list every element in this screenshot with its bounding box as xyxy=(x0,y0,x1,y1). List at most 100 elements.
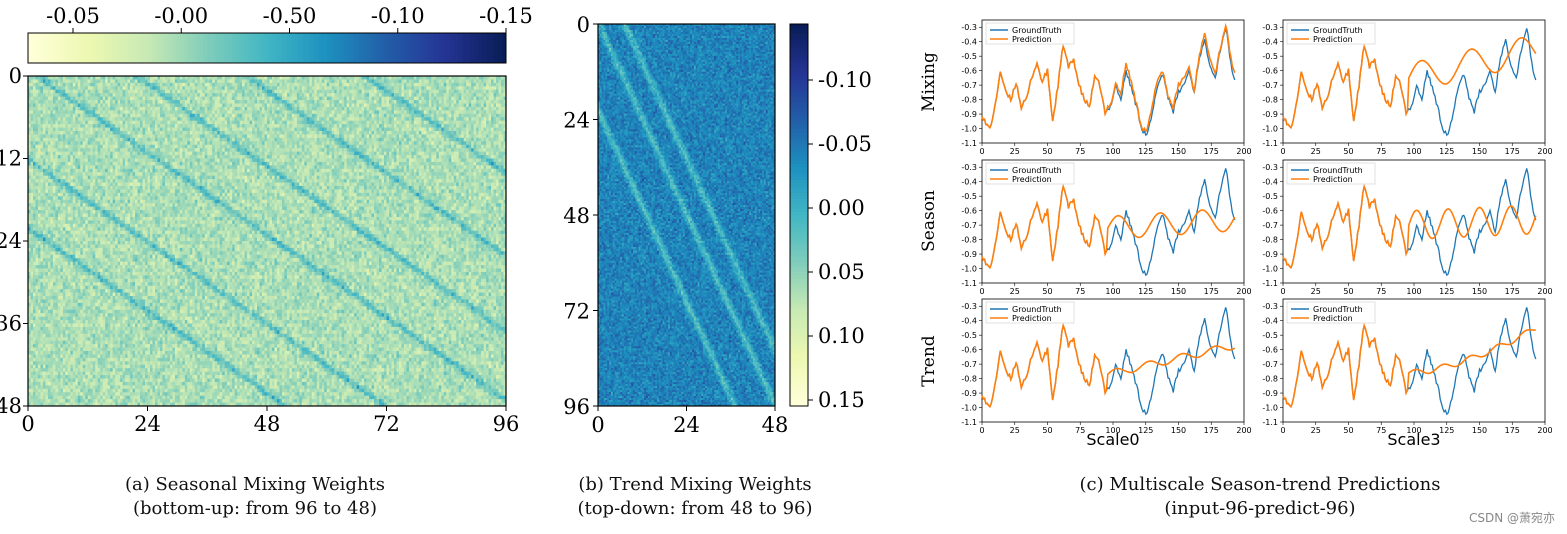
seasonal-cell xyxy=(377,83,380,87)
seasonal-cell xyxy=(220,79,223,83)
seasonal-cell xyxy=(73,86,76,90)
seasonal-cell xyxy=(60,90,63,94)
seasonal-cell xyxy=(314,79,317,83)
seasonal-cell xyxy=(58,90,61,94)
seasonal-cell xyxy=(118,86,121,90)
seasonal-cell xyxy=(299,79,302,83)
seasonal-cell xyxy=(344,83,347,87)
seasonal-cell xyxy=(357,86,360,90)
seasonal-cell xyxy=(347,90,350,94)
seasonal-cell xyxy=(307,86,310,90)
seasonal-cell xyxy=(240,83,243,87)
seasonal-cell xyxy=(38,79,41,83)
seasonal-cell xyxy=(90,86,93,90)
seasonal-cell xyxy=(33,79,36,83)
seasonal-cell xyxy=(152,93,155,97)
seasonal-cell xyxy=(123,90,126,94)
seasonal-cell xyxy=(200,90,203,94)
seasonal-cell xyxy=(369,90,372,94)
seasonal-cell xyxy=(431,90,434,94)
seasonal-cell xyxy=(374,79,377,83)
seasonal-cell xyxy=(454,79,457,83)
seasonal-cell xyxy=(110,93,113,97)
seasonal-cell xyxy=(404,90,407,94)
seasonal-cell xyxy=(459,83,462,87)
seasonal-cell xyxy=(499,83,502,87)
seasonal-cell xyxy=(192,90,195,94)
seasonal-cell xyxy=(43,90,46,94)
seasonal-cell xyxy=(329,83,332,87)
seasonal-cell xyxy=(352,83,355,87)
seasonal-cell xyxy=(100,86,103,90)
seasonal-cell xyxy=(148,86,151,90)
seasonal-cell xyxy=(133,79,136,83)
seasonal-cell xyxy=(312,86,315,90)
seasonal-cell xyxy=(362,86,365,90)
seasonal-cell xyxy=(105,90,108,94)
seasonal-cell xyxy=(35,93,38,97)
seasonal-cell xyxy=(235,86,238,90)
seasonal-cell xyxy=(451,83,454,87)
seasonal-cell xyxy=(190,79,193,83)
seasonal-cell xyxy=(93,93,96,97)
seasonal-cell xyxy=(354,86,357,90)
seasonal-cell xyxy=(456,90,459,94)
seasonal-cell xyxy=(464,79,467,83)
seasonal-cell xyxy=(232,79,235,83)
seasonal-cell xyxy=(93,86,96,90)
seasonal-cell xyxy=(429,83,432,87)
seasonal-cell xyxy=(277,90,280,94)
seasonal-cell xyxy=(374,86,377,90)
seasonal-cell xyxy=(499,90,502,94)
seasonal-heatmap xyxy=(28,76,506,406)
seasonal-cell xyxy=(128,79,131,83)
seasonal-cell xyxy=(70,79,73,83)
seasonal-cell xyxy=(387,83,390,87)
seasonal-cell xyxy=(80,79,83,83)
seasonal-cell xyxy=(45,90,48,94)
seasonal-cell xyxy=(202,83,205,87)
seasonal-cell xyxy=(327,90,330,94)
seasonal-cell xyxy=(484,86,487,90)
seasonal-cell xyxy=(382,79,385,83)
seasonal-cell xyxy=(476,83,479,87)
seasonal-cell xyxy=(215,90,218,94)
seasonal-cell xyxy=(265,79,268,83)
seasonal-cell xyxy=(469,86,472,90)
seasonal-cell xyxy=(65,90,68,94)
seasonal-cell xyxy=(237,83,240,87)
seasonal-cell xyxy=(309,83,312,87)
seasonal-cell xyxy=(148,83,151,87)
seasonal-cell xyxy=(180,86,183,90)
seasonal-cell xyxy=(53,86,56,90)
seasonal-cell xyxy=(491,79,494,83)
seasonal-cell xyxy=(217,79,220,83)
seasonal-cell xyxy=(45,86,48,90)
seasonal-cell xyxy=(50,93,53,97)
seasonal-cell xyxy=(357,83,360,87)
seasonal-cell xyxy=(90,93,93,97)
seasonal-cell xyxy=(78,86,81,90)
seasonal-cell xyxy=(212,83,215,87)
seasonal-cell xyxy=(48,86,51,90)
seasonal-cell xyxy=(272,79,275,83)
seasonal-cell xyxy=(399,90,402,94)
seasonal-cell xyxy=(491,90,494,94)
seasonal-cell xyxy=(217,90,220,94)
seasonal-cell xyxy=(419,79,422,83)
seasonal-cell xyxy=(185,79,188,83)
seasonal-cell xyxy=(245,83,248,87)
seasonal-cell xyxy=(43,86,46,90)
seasonal-cell xyxy=(347,79,350,83)
seasonal-cell xyxy=(157,83,160,87)
seasonal-cell xyxy=(349,79,352,83)
seasonal-cell xyxy=(145,79,148,83)
seasonal-cell xyxy=(30,93,33,97)
seasonal-cell xyxy=(494,79,497,83)
seasonal-cell xyxy=(150,90,153,94)
seasonal-cell xyxy=(78,83,81,87)
seasonal-cell xyxy=(182,90,185,94)
seasonal-cell xyxy=(98,79,101,83)
seasonal-cell xyxy=(118,79,121,83)
seasonal-cell xyxy=(140,83,143,87)
